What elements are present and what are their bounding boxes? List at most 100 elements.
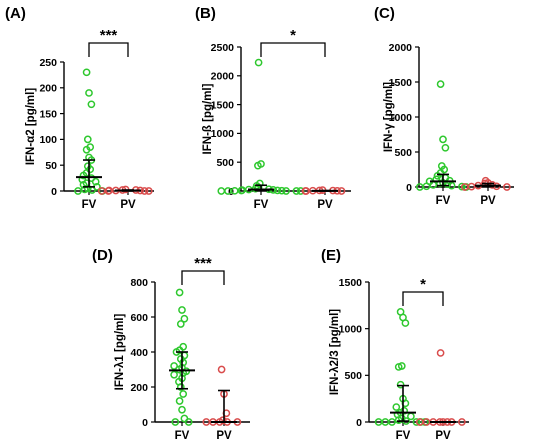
data-point [176,383,185,391]
data-point [277,186,286,195]
panel-a: (A) 0 50 100 150 200 250 IFN-α2 [pg/ml] FV PV *** [5,5,154,211]
data-point [433,171,442,180]
data-point [392,403,401,411]
series-fv [74,68,107,195]
data-point [441,143,450,152]
data-point [83,135,92,144]
x-tick-label-fv: FV [396,430,411,442]
data-point [422,182,431,191]
panel-e: (E) 0 500 1000 1500 IFN-λ2/3 [pg/ml] FV PV * [321,247,469,442]
data-point [273,186,282,195]
y-tick-label: 50 [45,160,57,172]
panel-letter: (E) [321,247,341,264]
y-tick-label: 250 [39,57,57,69]
data-point [503,183,511,191]
y-tick-label: 1000 [389,112,413,124]
y-tick-label: 0 [406,182,412,194]
data-point [74,187,82,195]
y-axis-label: IFN-ß [pg/ml] [202,83,214,154]
data-point [301,187,310,195]
y-tick-label: 100 [39,134,57,146]
data-point [254,58,263,67]
data-point [337,187,346,195]
significance-label: *** [100,27,118,44]
y-tick-label: 0 [142,417,148,429]
y-tick-label: 150 [39,108,57,120]
y-tick-label: 500 [344,370,362,382]
series-fv [415,80,471,191]
significance-label: * [420,276,426,293]
significance-label: *** [194,255,212,272]
panel-letter: (D) [92,247,113,264]
data-point [79,171,88,180]
y-tick-label: 1500 [211,99,235,111]
y-tick-label: 1000 [211,128,235,140]
data-point [202,418,211,426]
significance-bracket [402,291,444,306]
data-point [175,288,184,297]
y-tick-label: 2000 [211,71,235,83]
data-point [436,80,445,88]
series-pv [460,176,511,191]
y-tick-label: 200 [39,83,57,95]
data-point [91,177,100,186]
series-pv [415,349,466,426]
data-point [394,416,403,424]
data-point [176,320,185,328]
data-point [374,418,383,426]
data-point [144,187,153,195]
y-axis-label: IFN-γ [pg/ml] [383,82,395,152]
significance-bracket [181,270,225,285]
y-tick-label: 2000 [389,42,413,54]
series-pv [202,365,242,426]
y-tick-label: 1500 [389,77,413,89]
data-point [396,380,405,389]
x-tick-label-fv: FV [254,199,269,211]
data-point [171,418,180,426]
y-tick-label: 1500 [339,277,363,289]
data-point [458,418,466,426]
series-pv [301,186,346,195]
data-point [178,306,186,314]
y-tick-label: 600 [130,312,148,324]
y-tick-label: 0 [356,417,362,429]
data-point [292,187,301,195]
data-point [458,182,466,191]
y-tick-label: 1000 [339,323,363,335]
significance-bracket [88,42,129,57]
data-point [217,187,226,195]
y-axis-label: IFN-λ2/3 [pg/ml] [329,309,341,395]
data-point [460,183,469,191]
data-point [254,161,262,170]
panel-letter: (C) [374,5,395,22]
data-point [217,365,226,374]
data-point [140,187,149,195]
data-point [170,362,178,370]
data-point [87,100,96,109]
data-point [180,314,189,323]
series-fv [217,58,305,195]
series-fv [374,308,429,426]
data-point [82,145,91,154]
data-point [282,187,290,195]
panel-c: (C) 0 500 1000 1500 2000 IFN-γ [pg/ml] FV PV [374,5,514,207]
x-tick-label-pv: PV [120,199,136,211]
x-tick-label-fv: FV [82,199,97,211]
y-tick-label: 2500 [211,42,235,54]
y-axis-label: IFN-α2 [pg/ml] [25,88,37,166]
series-fv [169,288,195,426]
significance-bracket [260,42,326,57]
data-point [170,370,178,379]
data-point [401,319,410,327]
x-tick-label-pv: PV [216,430,232,442]
data-point [296,187,305,195]
y-tick-label: 500 [216,157,234,169]
data-point [415,183,424,191]
x-tick-label-fv: FV [175,430,190,442]
y-axis-label: IFN-λ1 [pg/ml] [114,314,126,391]
data-point [184,418,193,426]
data-point [97,187,106,195]
data-point [415,418,424,426]
